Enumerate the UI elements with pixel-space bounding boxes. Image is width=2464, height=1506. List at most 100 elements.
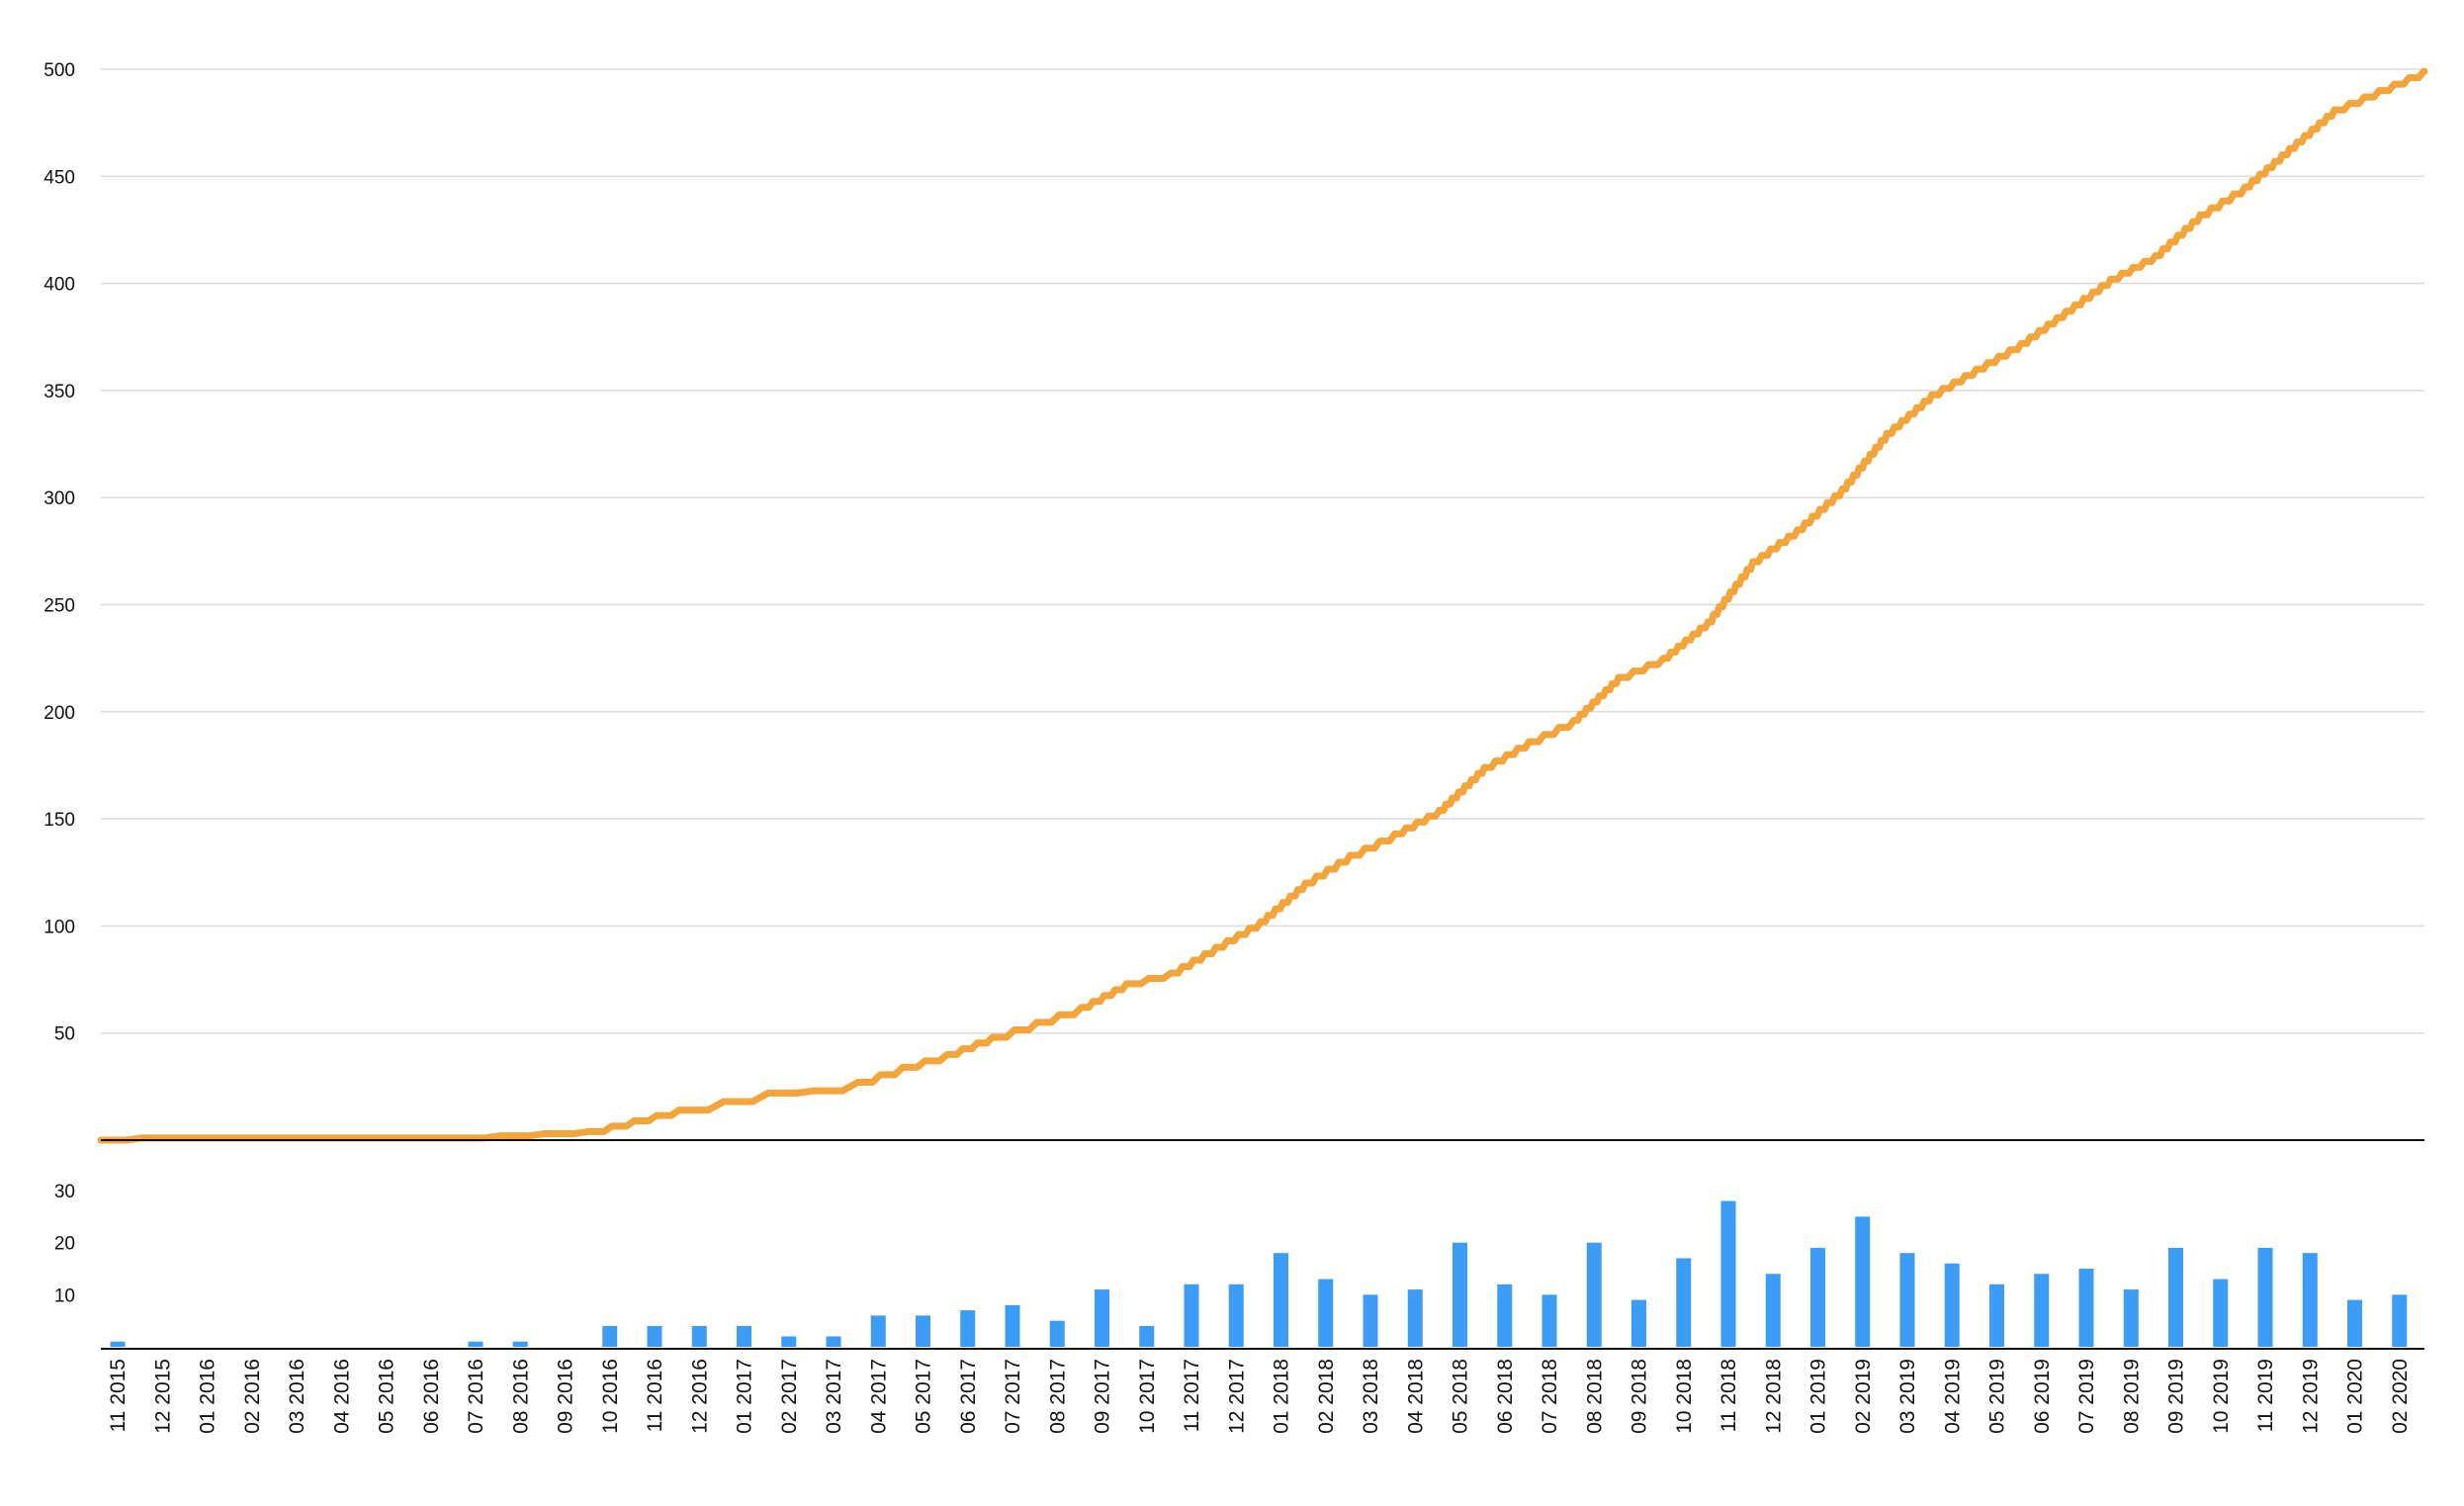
- bar: [1586, 1242, 1602, 1347]
- y-tick-label: 400: [44, 275, 75, 296]
- x-tick-label: 09 2016: [555, 1359, 577, 1434]
- bar: [1363, 1294, 1378, 1347]
- x-tick-label: 01 2019: [1807, 1359, 1830, 1434]
- x-tick-label: 12 2019: [2299, 1359, 2322, 1434]
- bar: [1720, 1200, 1736, 1347]
- line-chart-y-tick-labels: 50 100 150 200 250 300 350 400 450 500: [44, 60, 75, 1045]
- x-tick-label: 04 2018: [1404, 1359, 1427, 1434]
- x-tick-label: 12 2015: [151, 1359, 174, 1434]
- x-tick-label: 11 2016: [644, 1359, 666, 1432]
- bar: [916, 1315, 930, 1347]
- bar: [2302, 1253, 2318, 1347]
- x-axis-tick-labels: 11 2015 12 2015 01 2016 02 2016 03 2016 04 20…: [107, 1359, 2412, 1434]
- x-tick-label: 02 2017: [778, 1359, 801, 1434]
- x-tick-label: 10 2017: [1136, 1359, 1159, 1434]
- x-tick-label: 06 2019: [2031, 1359, 2054, 1434]
- x-tick-label: 07 2019: [2075, 1359, 2098, 1434]
- x-tick-label: 12 2018: [1762, 1359, 1785, 1434]
- x-tick-label: 03 2018: [1360, 1359, 1382, 1434]
- x-tick-label: 01 2016: [197, 1359, 220, 1434]
- bar: [647, 1325, 662, 1347]
- x-tick-label: 12 2017: [1225, 1359, 1248, 1434]
- bar: [960, 1310, 976, 1347]
- x-tick-label: 07 2016: [465, 1359, 487, 1434]
- bar: [781, 1336, 797, 1347]
- y-tick-label: 250: [44, 596, 75, 617]
- bar: [1541, 1294, 1557, 1347]
- x-tick-label: 01 2018: [1271, 1359, 1293, 1434]
- bar: [2213, 1279, 2229, 1347]
- bar: [1049, 1320, 1065, 1347]
- bar: [2123, 1289, 2139, 1347]
- bar: [2392, 1294, 2408, 1347]
- bar-chart-y-tick-labels: 10 20 30: [54, 1182, 75, 1306]
- y-tick-label: 200: [44, 703, 75, 724]
- x-tick-label: 11 2018: [1717, 1359, 1740, 1432]
- bar: [1631, 1299, 1646, 1347]
- x-tick-label: 10 2018: [1673, 1359, 1696, 1434]
- y-tick-label: 300: [44, 488, 75, 509]
- x-tick-label: 06 2016: [420, 1359, 443, 1434]
- line-chart-gridlines: [101, 68, 2424, 1034]
- bar: [1810, 1247, 1825, 1347]
- x-tick-label: 08 2019: [2120, 1359, 2143, 1434]
- bar: [1452, 1242, 1467, 1347]
- y-tick-label: 100: [44, 917, 75, 937]
- bar: [1497, 1284, 1513, 1347]
- y-tick-label: 350: [44, 382, 75, 402]
- x-tick-label: 07 2018: [1539, 1359, 1561, 1434]
- x-tick-label: 03 2016: [286, 1359, 308, 1434]
- bar: [2347, 1299, 2362, 1347]
- x-tick-label: 02 2019: [1852, 1359, 1875, 1434]
- bar: [1407, 1289, 1423, 1347]
- bar: [1676, 1258, 1692, 1347]
- axes-lines: [101, 1139, 2424, 1350]
- bar: [602, 1325, 618, 1347]
- x-tick-label: 06 2018: [1494, 1359, 1517, 1434]
- bar: [1765, 1274, 1781, 1347]
- x-tick-label: 11 2019: [2254, 1359, 2277, 1432]
- x-tick-label: 11 2017: [1181, 1359, 1203, 1432]
- bar: [870, 1315, 886, 1347]
- bar: [110, 1341, 126, 1347]
- bar: [1318, 1279, 1334, 1347]
- bar: [1228, 1284, 1244, 1347]
- cumulative-line: [97, 67, 2428, 1144]
- bar: [2078, 1269, 2094, 1347]
- x-tick-label: 09 2018: [1628, 1359, 1651, 1434]
- x-tick-label: 08 2018: [1583, 1359, 1606, 1434]
- bar: [1989, 1284, 2004, 1347]
- bar: [1139, 1325, 1155, 1347]
- bar: [826, 1336, 841, 1347]
- bar: [2168, 1247, 2183, 1347]
- x-tick-label: 05 2019: [1986, 1359, 2009, 1434]
- x-tick-label: 10 2019: [2210, 1359, 2233, 1434]
- x-tick-label: 08 2017: [1046, 1359, 1069, 1434]
- x-tick-label: 02 2018: [1315, 1359, 1338, 1434]
- bar: [1274, 1253, 1288, 1347]
- x-tick-label: 04 2016: [330, 1359, 353, 1434]
- bar: [1855, 1216, 1871, 1347]
- bar: [1095, 1289, 1109, 1347]
- x-tick-label: 08 2016: [509, 1359, 532, 1434]
- x-tick-label: 09 2019: [2165, 1359, 2188, 1434]
- y-tick-label: 30: [54, 1182, 75, 1202]
- y-tick-label: 450: [44, 167, 75, 188]
- x-tick-label: 07 2017: [1002, 1359, 1024, 1434]
- y-tick-label: 10: [54, 1285, 75, 1306]
- x-tick-label: 05 2016: [376, 1359, 398, 1434]
- x-tick-label: 11 2015: [107, 1359, 130, 1432]
- y-tick-label: 50: [54, 1024, 75, 1045]
- y-tick-label: 500: [44, 60, 75, 81]
- bar: [737, 1325, 751, 1347]
- bar: [691, 1325, 707, 1347]
- bar: [2034, 1274, 2050, 1347]
- x-tick-label: 06 2017: [957, 1359, 980, 1434]
- x-tick-label: 02 2016: [241, 1359, 264, 1434]
- bar: [512, 1341, 528, 1347]
- x-tick-label: 01 2017: [734, 1359, 756, 1434]
- bar: [1005, 1304, 1020, 1347]
- x-tick-label: 01 2020: [2344, 1359, 2367, 1434]
- bar: [1899, 1253, 1915, 1347]
